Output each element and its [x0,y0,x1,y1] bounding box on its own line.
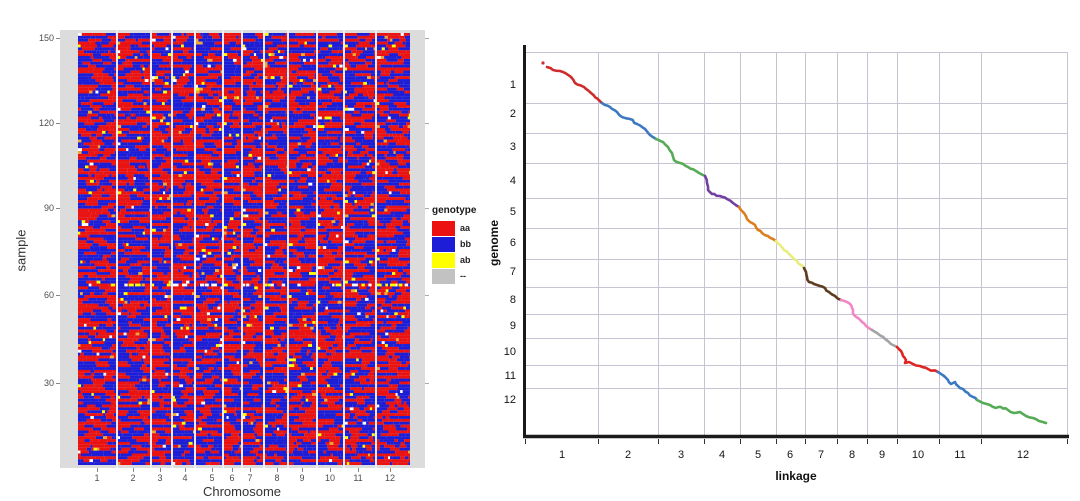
legend-label: -- [460,271,466,281]
heatmap-x-tick-label: 11 [353,473,363,483]
heatmap-y-tick-label: 120 [38,118,54,128]
synteny-y-tick-label: 2 [509,108,516,120]
synteny-y-tick-label: 7 [509,266,516,278]
legend-label: aa [460,223,471,233]
synteny-y-tick-label: 12 [503,394,516,406]
legend-swatch [432,268,455,284]
legend-title: genotype [432,205,477,216]
heatmap-x-tick-label: 3 [157,473,163,483]
synteny-y-tick-label: 6 [509,237,516,249]
heatmap-x-tick-label: 7 [247,473,253,483]
heatmap-x-tick-label: 4 [182,473,188,483]
heatmap-x-tick-label: 6 [229,473,235,483]
synteny-y-tick-label: 9 [509,320,516,332]
legend-item: bb [432,236,502,252]
legend-label: ab [460,255,471,265]
synteny-x-tick-label: 7 [817,449,825,461]
synteny-y-axis-title: genome [487,220,501,267]
synteny-x-tick-label: 3 [677,449,685,461]
synteny-y-tick-label: 11 [504,370,516,382]
synteny-y-tick-label: 10 [503,346,516,358]
synteny-x-tick-label: 2 [624,449,632,461]
heatmap-x-tick-label: 5 [209,473,215,483]
synteny-y-tick-label: 1 [509,79,516,91]
heatmap-x-tick-label: 8 [274,473,280,483]
heatmap-x-tick-label: 12 [384,473,395,483]
legend-item: -- [432,268,502,284]
synteny-x-tick-label: 5 [754,449,762,461]
heatmap-x-tick-label: 9 [299,473,305,483]
synteny-y-tick-label: 5 [509,206,516,218]
heatmap-x-tick-label: 10 [324,473,335,483]
heatmap-x-axis-title: Chromosome [202,484,282,499]
genotype-legend: genotype aa bb ab -- [432,205,502,284]
heatmap-x-tick-label: 1 [94,473,100,483]
legend-item: ab [432,252,502,268]
heatmap-y-tick-label: 150 [38,33,54,43]
synteny-x-tick-label: 1 [558,449,566,461]
heatmap-y-axis-title: sample [13,229,29,272]
heatmap-x-tick-label: 2 [130,473,136,483]
heatmap-y-tick-label: 30 [43,378,54,388]
legend-swatch [432,220,455,236]
legend-swatch [432,252,455,268]
synteny-x-tick-label: 10 [911,449,925,461]
synteny-x-tick-label: 11 [954,449,966,461]
synteny-x-axis-title: linkage [775,469,817,483]
synteny-y-tick-label: 3 [509,141,516,153]
synteny-x-tick-label: 6 [786,449,794,461]
legend-label: bb [460,239,471,249]
legend-swatch [432,236,455,252]
synteny-y-tick-label: 8 [509,294,516,306]
legend-item: aa [432,220,502,236]
synteny-x-tick-label: 9 [878,449,886,461]
heatmap-y-tick-label: 90 [43,203,54,213]
synteny-y-tick-label: 4 [509,175,516,187]
synteny-x-tick-label: 12 [1016,449,1030,461]
legend-items: aa bb ab -- [432,220,502,284]
synteny-x-tick-label: 4 [718,449,726,461]
heatmap-y-tick-label: 60 [43,290,54,300]
synteny-x-tick-label: 8 [848,449,856,461]
